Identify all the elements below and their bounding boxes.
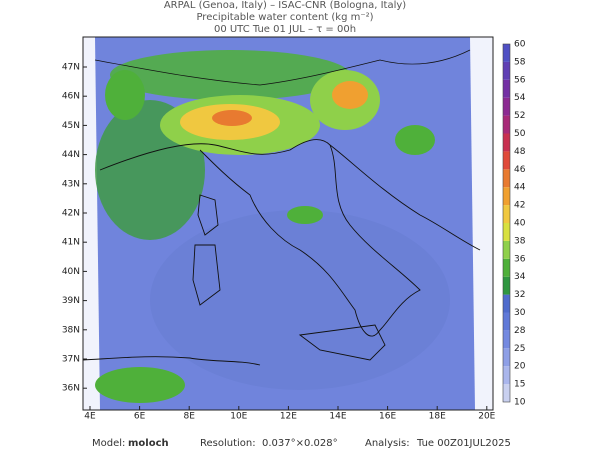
colorbar-label: 36: [514, 254, 526, 264]
colorbar-label: 46: [514, 165, 526, 175]
header-line: 00 UTC Tue 01 JUL – τ = 00h: [214, 24, 356, 35]
colorbar-band: [503, 223, 510, 241]
domain-edge: [470, 37, 493, 410]
lon-label: 6E: [134, 412, 146, 422]
map: [82, 36, 494, 411]
colorbar-label: 58: [514, 57, 526, 67]
coastline: [329, 144, 481, 251]
colorbar-band: [503, 240, 510, 259]
lat-label: 38N: [62, 325, 80, 335]
field-blob: [212, 110, 252, 126]
lat-label: 46N: [62, 92, 80, 102]
colorbar-band: [503, 258, 510, 277]
field-blob: [332, 81, 368, 109]
lat-label: 36N: [62, 384, 80, 394]
colorbar-label: 40: [514, 219, 526, 229]
colorbar-label: 48: [514, 147, 526, 157]
field-blob: [105, 70, 145, 120]
colorbar-band: [503, 366, 510, 385]
coastline: [298, 324, 386, 361]
coastline: [82, 356, 261, 366]
footer-label: Resolution:: [200, 438, 256, 449]
lon-label: 14E: [329, 412, 346, 422]
domain-edge: [83, 37, 100, 410]
colorbar-band: [503, 97, 510, 116]
lat-label: 37N: [62, 355, 80, 365]
colorbar-label: 20: [514, 362, 526, 372]
lon-label: 10E: [230, 412, 247, 422]
footer-value: moloch: [128, 438, 169, 449]
field-blob: [395, 125, 435, 155]
field-blob: [95, 367, 185, 403]
colorbar-band: [503, 294, 510, 313]
coastline: [197, 194, 219, 236]
colorbar-band: [503, 79, 510, 98]
lon-label: 4E: [84, 412, 96, 422]
lon-label: 8E: [183, 412, 195, 422]
border: [94, 49, 471, 86]
lat-label: 41N: [62, 238, 80, 248]
footer-value: 0.037°×0.028°: [262, 438, 338, 449]
colorbar-band: [503, 133, 510, 152]
colorbar-label: 30: [514, 308, 526, 318]
header-line: Precipitable water content (kg m⁻²): [196, 12, 373, 23]
lat-label: 39N: [62, 296, 80, 306]
lon-label: 16E: [379, 412, 396, 422]
field-blob: [287, 206, 323, 224]
colorbar-label: 56: [514, 75, 526, 85]
colorbar-band: [503, 169, 510, 188]
lon-label: 18E: [429, 412, 446, 422]
footer-value: Tue 00Z01JUL2025: [416, 438, 511, 449]
coastline: [192, 244, 221, 306]
footer-label: Model:: [92, 438, 125, 449]
colorbar-label: 52: [514, 111, 525, 121]
colorbar-label: 25: [514, 344, 525, 354]
colorbar-band: [503, 61, 510, 80]
colorbar-label: 28: [514, 326, 526, 336]
colorbar-band: [503, 348, 510, 367]
lat-label: 43N: [62, 179, 80, 189]
colorbar-band: [503, 187, 510, 206]
colorbar-band: [503, 312, 510, 331]
colorbar-label: 54: [514, 93, 526, 103]
colorbar-band: [503, 151, 510, 170]
lat-label: 44N: [62, 150, 80, 160]
colorbar-label: 10: [514, 398, 526, 408]
lat-label: 40N: [62, 267, 80, 277]
footer-label: Analysis:: [365, 438, 410, 449]
field-blob: [150, 210, 450, 390]
colorbar-label: 42: [514, 201, 525, 211]
lat-label: 45N: [62, 121, 80, 131]
lon-label: 20E: [478, 412, 495, 422]
colorbar-frame: [502, 43, 511, 403]
colorbar-label: 38: [514, 236, 526, 246]
colorbar-label: 44: [514, 183, 526, 193]
colorbar-band: [503, 115, 510, 134]
header-line: ARPAL (Genoa, Italy) – ISAC-CNR (Bologna…: [164, 0, 406, 11]
lat-label: 42N: [62, 209, 80, 219]
lat-label: 47N: [62, 63, 80, 73]
colorbar-label: 60: [514, 40, 526, 50]
colorbar-label: 15: [514, 380, 525, 390]
colorbar-label: 34: [514, 272, 526, 282]
lon-label: 12E: [280, 412, 297, 422]
colorbar-band: [503, 276, 510, 295]
colorbar-band: [503, 44, 510, 62]
colorbar-band: [503, 384, 510, 402]
colorbar-label: 32: [514, 290, 525, 300]
coastline: [99, 139, 421, 337]
field-blob: [110, 50, 350, 100]
colorbar-band: [503, 205, 510, 223]
colorbar-band: [503, 330, 510, 349]
colorbar-label: 50: [514, 129, 526, 139]
